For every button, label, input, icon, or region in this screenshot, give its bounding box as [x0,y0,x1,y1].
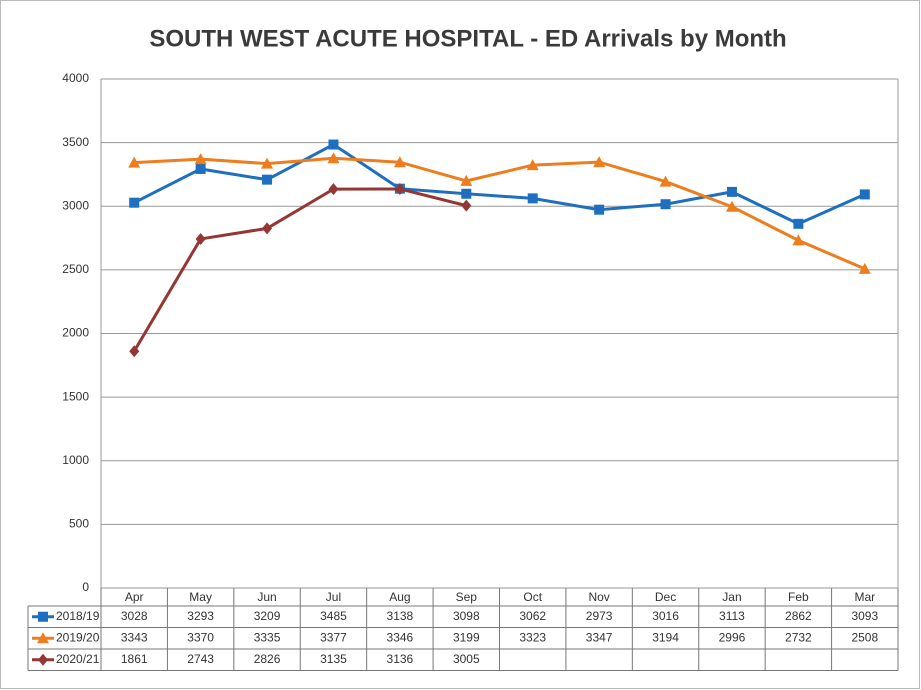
marker [261,157,274,169]
series-line [132,187,467,352]
y-tick-label: 500 [69,517,89,531]
y-tick-label: 1500 [62,389,89,403]
marker [394,182,405,195]
table-value: 3028 [121,609,148,623]
x-tick-label: Oct [523,590,542,604]
chart-title: SOUTH WEST ACUTE HOSPITAL - ED Arrivals … [149,25,786,52]
table-value: 3377 [320,630,347,644]
marker [858,262,871,274]
y-tick-label: 3000 [62,198,89,212]
marker [526,159,539,171]
marker [460,174,473,186]
marker [37,632,49,644]
table-value: 3005 [453,652,480,666]
series-line [134,156,866,271]
marker [195,163,206,174]
table-value: 3194 [652,630,679,644]
x-tick-label: Mar [854,590,875,604]
x-tick-label: Jun [257,590,276,604]
y-tick-label: 4000 [62,71,89,85]
table-value: 3323 [519,630,546,644]
table-value: 3136 [387,652,414,666]
table-value: 3485 [320,609,347,623]
table-value: 3138 [387,609,414,623]
marker [461,199,472,212]
table-value: 2996 [719,630,746,644]
table-value: 2973 [586,609,613,623]
marker [262,222,273,235]
marker [129,197,140,208]
table-value: 2732 [785,630,812,644]
marker [793,218,804,229]
series-line [133,142,866,226]
legend-label: 2018/19 [56,609,100,623]
table-value: 3098 [453,609,480,623]
marker [527,193,538,204]
marker [262,174,273,185]
marker [660,199,671,210]
marker [859,189,870,200]
marker [195,232,206,245]
marker [128,156,141,168]
legend-label: 2020/21 [56,652,100,666]
x-tick-label: Aug [389,590,410,604]
table-value: 3199 [453,630,480,644]
marker [393,156,406,168]
table-value: 3209 [254,609,281,623]
marker [593,156,606,168]
table-value: 3343 [121,630,148,644]
marker [38,611,48,622]
y-tick-label: 1000 [62,453,89,467]
table-value: 2743 [187,652,214,666]
x-tick-label: Jan [722,590,741,604]
table-value: 2508 [851,630,878,644]
table-value: 3335 [254,630,281,644]
x-tick-label: Apr [125,590,144,604]
y-tick-label: 2000 [62,326,89,340]
marker [194,153,207,165]
table-value: 3293 [187,609,214,623]
x-tick-label: Sep [456,590,478,604]
marker [129,345,140,358]
x-tick-label: Dec [655,590,676,604]
table-value: 3346 [387,630,414,644]
marker [38,653,48,666]
marker [792,234,805,246]
x-tick-label: May [189,590,212,604]
marker [594,204,605,215]
table-value: 2826 [254,652,281,666]
table-value: 1861 [121,652,148,666]
table-value: 3062 [519,609,546,623]
marker [726,186,737,197]
table-value: 3370 [187,630,214,644]
marker [461,188,472,199]
x-tick-label: Nov [588,590,609,604]
table-value: 3016 [652,609,679,623]
table-value: 3113 [719,609,745,623]
marker [659,175,672,187]
marker [327,152,340,164]
x-tick-label: Jul [326,590,341,604]
marker [328,139,339,150]
x-tick-label: Feb [788,590,809,604]
y-tick-label: 2500 [62,262,89,276]
table-value: 3347 [586,630,613,644]
marker [328,183,339,196]
table-value: 3093 [851,609,878,623]
marker [725,200,738,212]
y-tick-label: 0 [82,580,89,594]
y-tick-label: 3500 [62,135,89,149]
table-value: 2862 [785,609,812,623]
table-value: 3135 [320,652,347,666]
legend-label: 2019/20 [56,630,100,644]
